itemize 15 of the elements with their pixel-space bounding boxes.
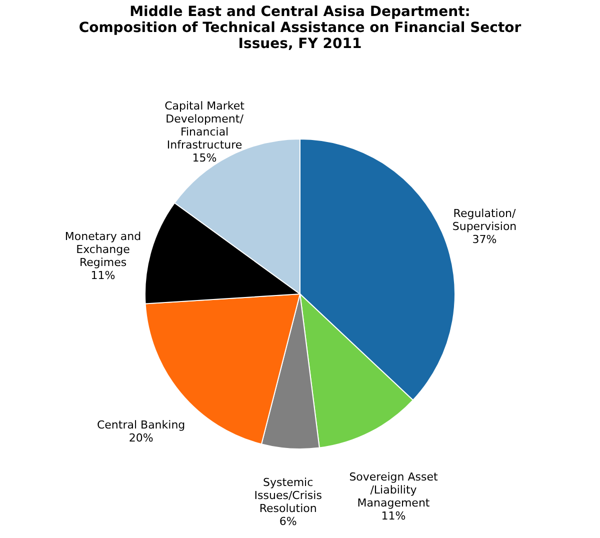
slice-label: Central Banking [96, 418, 186, 432]
slice-label: Capital Market Development/ Financial Infrastructure [164, 100, 246, 152]
slice-label: Systemic Issues/Crisis Resolution [254, 476, 322, 516]
slice-label: Monetary and Exchange Regimes [64, 230, 142, 269]
data-label: 6% [279, 515, 297, 528]
data-label: 11% [90, 268, 116, 282]
slice-label: Sovereign Asset /Liability Management [349, 470, 438, 510]
text: Composition of Technical Assistance on Financial Sector [78, 20, 522, 36]
slice-label: Regulation/ Supervision [452, 207, 517, 234]
data-label: 20% [128, 431, 154, 444]
text: Issues, FY 2011 [238, 36, 362, 52]
text: Middle East and Central Asisa Department: [130, 4, 470, 20]
data-label: 15% [192, 152, 217, 165]
data-label: 11% [381, 510, 406, 523]
data-label: 37% [472, 233, 497, 246]
